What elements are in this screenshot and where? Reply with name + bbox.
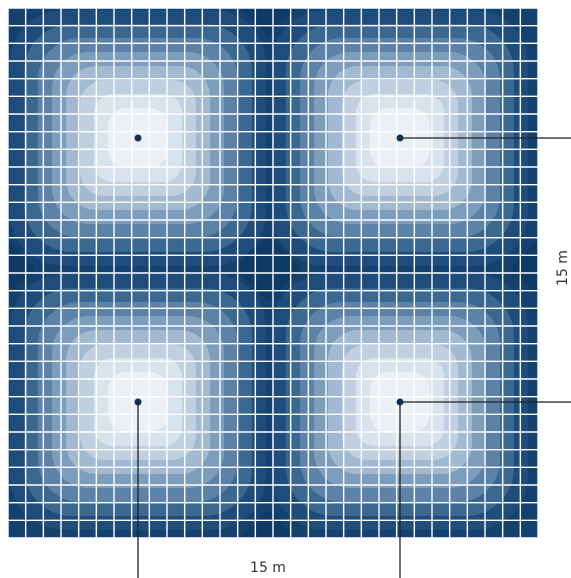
dark-diamond	[8, 240, 36, 296]
dark-diamond	[240, 8, 296, 36]
height-dimension-label: 15 m	[555, 250, 571, 286]
leader-lines	[137, 137, 571, 578]
luminaire-bottom-left-marker	[134, 398, 142, 406]
room-floor	[0, 0, 566, 566]
dark-diamond	[240, 510, 296, 538]
measurement-grid	[7, 7, 539, 539]
luminaire-top-right-marker	[396, 134, 404, 142]
width-dimension-label: 15 m	[250, 560, 286, 576]
luminaire-bottom-right-marker	[396, 398, 404, 406]
corner-dark-diamonds	[0, 0, 566, 566]
luminaire-top-left-marker	[134, 134, 142, 142]
dark-diamond	[510, 240, 538, 296]
luminaire-markers	[134, 134, 404, 406]
dark-diamond	[234, 234, 302, 302]
